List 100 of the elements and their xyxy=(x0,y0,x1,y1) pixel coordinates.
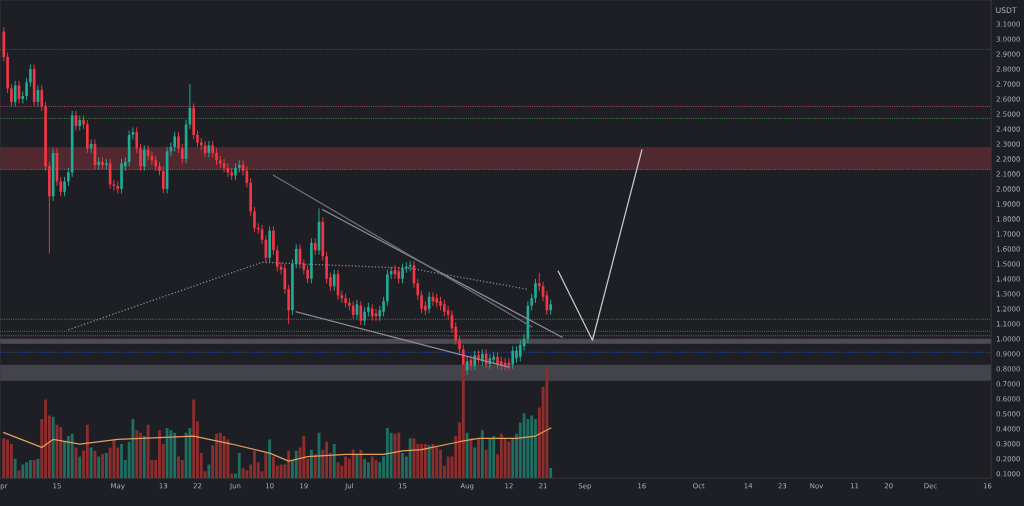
bar xyxy=(177,456,180,479)
bar xyxy=(499,433,503,479)
bar xyxy=(477,438,480,479)
bar xyxy=(184,432,188,479)
bar xyxy=(101,454,104,479)
bar xyxy=(446,456,450,479)
bar xyxy=(215,433,218,479)
bar xyxy=(389,432,393,479)
candlestick xyxy=(161,165,165,194)
bar xyxy=(534,418,537,479)
candlestick xyxy=(382,296,385,317)
candlestick xyxy=(173,131,177,152)
bar xyxy=(530,415,534,479)
bar xyxy=(25,462,29,479)
bar xyxy=(351,449,355,479)
bar xyxy=(545,367,549,479)
bar xyxy=(169,430,173,479)
bar xyxy=(218,432,222,479)
bar xyxy=(165,428,169,479)
candlestick xyxy=(359,300,363,326)
bar xyxy=(488,438,492,479)
candlestick xyxy=(10,83,13,107)
candlestick xyxy=(253,206,256,233)
bar xyxy=(370,456,374,479)
bar xyxy=(507,441,511,479)
bar xyxy=(97,456,101,479)
candlestick xyxy=(177,131,180,154)
bar xyxy=(423,444,427,479)
bar xyxy=(359,449,363,479)
bar xyxy=(310,449,313,479)
bar xyxy=(104,453,108,479)
bar xyxy=(21,464,25,479)
candlestick xyxy=(29,63,32,88)
bar xyxy=(32,459,36,479)
bar xyxy=(180,459,184,479)
bar xyxy=(120,444,123,479)
bar xyxy=(158,430,161,479)
candlestick xyxy=(112,179,116,191)
bar xyxy=(264,453,268,479)
bar xyxy=(549,467,553,479)
candlestick xyxy=(25,77,28,101)
bar xyxy=(420,444,423,479)
candlestick xyxy=(86,119,89,154)
candlestick xyxy=(401,263,404,284)
bar xyxy=(188,428,192,479)
bar xyxy=(146,424,150,479)
bar xyxy=(13,458,17,479)
bar xyxy=(325,441,329,479)
bar xyxy=(408,438,412,479)
candlestick xyxy=(180,143,184,164)
bar xyxy=(302,436,306,479)
bar xyxy=(397,432,401,479)
bar xyxy=(139,432,142,479)
bar xyxy=(268,439,272,479)
bar xyxy=(473,447,477,479)
bar xyxy=(272,456,275,479)
candlestick xyxy=(139,143,142,172)
candlestick xyxy=(287,284,290,325)
bar xyxy=(78,456,82,479)
bar xyxy=(253,450,256,479)
candlestick xyxy=(325,251,328,284)
bar xyxy=(465,432,469,479)
bar xyxy=(401,453,404,479)
bar xyxy=(70,433,74,479)
bar xyxy=(135,430,139,479)
candlestick xyxy=(294,243,298,269)
candlestick xyxy=(142,144,146,172)
bar xyxy=(480,430,484,479)
bar xyxy=(522,413,526,479)
bar xyxy=(66,436,70,479)
bar xyxy=(294,450,298,479)
bar xyxy=(366,462,370,479)
bar xyxy=(344,456,348,479)
bar xyxy=(287,450,291,479)
bar xyxy=(44,399,47,479)
candlestick xyxy=(275,245,279,272)
bar xyxy=(173,432,177,479)
bar xyxy=(332,444,336,479)
bar xyxy=(484,449,488,479)
bar xyxy=(89,447,93,479)
bar xyxy=(435,447,439,479)
bar xyxy=(59,426,63,479)
bar xyxy=(85,424,89,479)
candlestick xyxy=(135,126,139,154)
candlestick xyxy=(40,84,44,112)
candlestick xyxy=(420,290,423,314)
bar xyxy=(492,436,496,479)
bar xyxy=(51,416,55,479)
bar xyxy=(237,453,241,479)
bar xyxy=(385,428,389,479)
candlestick xyxy=(13,80,17,107)
bar xyxy=(2,438,6,479)
bar xyxy=(427,445,431,479)
bar xyxy=(192,399,196,479)
bar xyxy=(207,464,211,479)
bar xyxy=(131,418,135,479)
bar xyxy=(6,439,10,479)
bar xyxy=(28,459,32,479)
bar xyxy=(511,438,515,479)
bar xyxy=(226,439,230,479)
